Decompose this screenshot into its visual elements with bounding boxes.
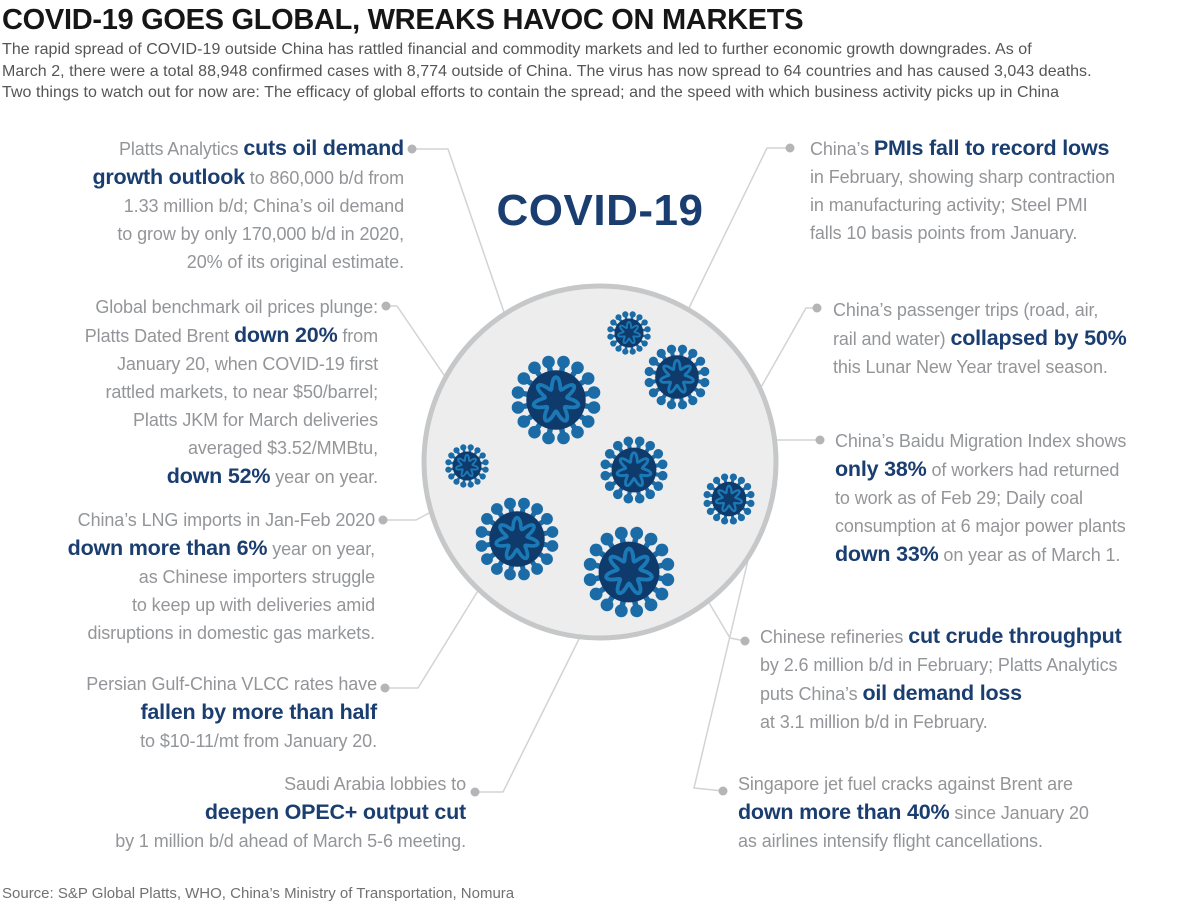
connector-dot [718, 786, 728, 796]
callout-line: only 38% of workers had returned [835, 457, 1120, 481]
page-title: COVID-19 GOES GLOBAL, WREAKS HAVOC ON MA… [2, 4, 804, 36]
callout-line: growth outlook to 860,000 b/d from [92, 165, 404, 189]
coronavirus-icon [583, 526, 675, 618]
callout-line: down more than 6% year on year, [67, 536, 375, 560]
callout-line: by 2.6 million b/d in February; Platts A… [760, 655, 1118, 675]
coronavirus-icon [607, 311, 651, 355]
connector-dot [815, 435, 825, 445]
callout-line: fallen by more than half [140, 700, 377, 724]
callout-line: January 20, when COVID-19 first [116, 354, 378, 374]
callout-line: rail and water) collapsed by 50% [833, 326, 1127, 350]
callout-line: to $10-11/mt from January 20. [140, 731, 377, 751]
coronavirus-icon [644, 344, 710, 410]
callout-line: as Chinese importers struggle [138, 567, 375, 587]
coronavirus-icon [511, 355, 601, 445]
intro-line: The rapid spread of COVID-19 outside Chi… [2, 41, 1032, 58]
callout-china-passenger-trips: China’s passenger trips (road, air, rail … [833, 296, 1127, 381]
callout-china-pmis-record-lows: China’s PMIs fall to record lows in Febru… [810, 134, 1115, 247]
connector-dot [407, 144, 417, 154]
coronavirus-icon [445, 444, 489, 488]
connector-dot [378, 515, 388, 525]
callout-line: Global benchmark oil prices plunge: [95, 297, 378, 317]
callout-line: averaged $3.52/MMBtu, [187, 438, 378, 458]
coronavirus-icon [703, 473, 755, 525]
callout-line: Saudi Arabia lobbies to [284, 774, 466, 794]
callout-chinese-refineries-throughput: Chinese refineries cut crude throughput b… [760, 622, 1122, 736]
callout-line: rattled markets, to near $50/barrel; [105, 382, 378, 402]
callout-china-lng-imports: China’s LNG imports in Jan-Feb 2020 down … [68, 506, 375, 647]
connector-line [385, 554, 501, 689]
connector-line [693, 555, 750, 792]
callout-line: in manufacturing activity; Steel PMI [810, 195, 1088, 215]
intro-line: March 2, there were a total 88,948 confi… [2, 62, 1092, 80]
connector-dot [785, 143, 795, 153]
connector-dot [380, 683, 390, 693]
covid-19-label: COVID-19 [496, 186, 704, 235]
callout-line: China’s Baidu Migration Index shows [835, 431, 1127, 451]
source-credit: Source: S&P Global Platts, WHO, China’s … [2, 885, 515, 902]
callout-line: Platts Analytics cuts oil demand [118, 136, 404, 160]
callout-brent-jkm-price-plunge: Global benchmark oil prices plunge: Platt… [85, 293, 378, 491]
callout-line: puts China’s oil demand loss [760, 681, 1022, 705]
callout-line: 1.33 million b/d; China’s oil demand [123, 196, 404, 216]
callout-line: falls 10 basis points from January. [810, 223, 1078, 243]
callout-line: Singapore jet fuel cracks against Brent … [738, 774, 1073, 794]
callout-line: in February, showing sharp contraction [810, 167, 1116, 187]
callout-line: Platts JKM for March deliveries [133, 410, 378, 430]
callout-saudi-opec-output-cut: Saudi Arabia lobbies to deepen OPEC+ outp… [115, 770, 466, 855]
connector-line [707, 600, 746, 642]
intro-line: Two things to watch out for now are: The… [2, 84, 1060, 101]
callout-line: to grow by only 170,000 b/d in 2020, [117, 224, 404, 244]
callout-line: at 3.1 million b/d in February. [760, 712, 988, 732]
callout-singapore-jet-fuel-cracks: Singapore jet fuel cracks against Brent … [738, 770, 1089, 855]
callout-line: down 33% on year as of March 1. [835, 542, 1121, 566]
connector-dot [470, 787, 480, 797]
callout-line: China’s PMIs fall to record lows [810, 136, 1110, 160]
callout-line: 20% of its original estimate. [186, 252, 404, 272]
intro-paragraph: The rapid spread of COVID-19 outside Chi… [2, 39, 1092, 104]
callout-line: disruptions in domestic gas markets. [87, 623, 375, 643]
callout-line: Persian Gulf-China VLCC rates have [86, 674, 377, 694]
callout-line: China’s passenger trips (road, air, [833, 300, 1099, 320]
callout-platts-oil-demand-outlook: Platts Analytics cuts oil demand growth o… [92, 134, 404, 276]
callout-line: to work as of Feb 29; Daily coal [835, 488, 1083, 508]
connector-line [386, 305, 447, 379]
connector-line [383, 511, 432, 521]
callout-line: as airlines intensify flight cancellatio… [738, 831, 1043, 851]
connector-dot [740, 636, 750, 646]
connector-dot [381, 301, 391, 311]
callout-line: deepen OPEC+ output cut [204, 800, 466, 824]
callout-vlcc-rates-fall: Persian Gulf-China VLCC rates have fallen… [86, 670, 377, 755]
callout-line: this Lunar New Year travel season. [833, 357, 1108, 377]
callout-line: China’s LNG imports in Jan-Feb 2020 [77, 510, 375, 530]
connector-line [412, 148, 506, 316]
callout-line: by 1 million b/d ahead of March 5-6 meet… [115, 831, 466, 851]
callout-line: consumption at 6 major power plants [835, 516, 1126, 536]
coronavirus-icon [475, 497, 559, 581]
callout-line: down 52% year on year. [166, 464, 378, 488]
callout-line: to keep up with deliveries amid [131, 595, 375, 615]
callout-baidu-migration-coal: China’s Baidu Migration Index shows only … [835, 427, 1126, 569]
callout-line: Platts Dated Brent down 20% from [84, 323, 378, 347]
callout-line: Chinese refineries cut crude throughput [760, 624, 1122, 648]
connector-line [759, 307, 817, 390]
connector-line [475, 636, 581, 793]
connector-dot [812, 303, 822, 313]
callout-line: down more than 40% since January 20 [738, 800, 1089, 824]
connector-line [687, 147, 790, 311]
coronavirus-icon [600, 436, 668, 504]
